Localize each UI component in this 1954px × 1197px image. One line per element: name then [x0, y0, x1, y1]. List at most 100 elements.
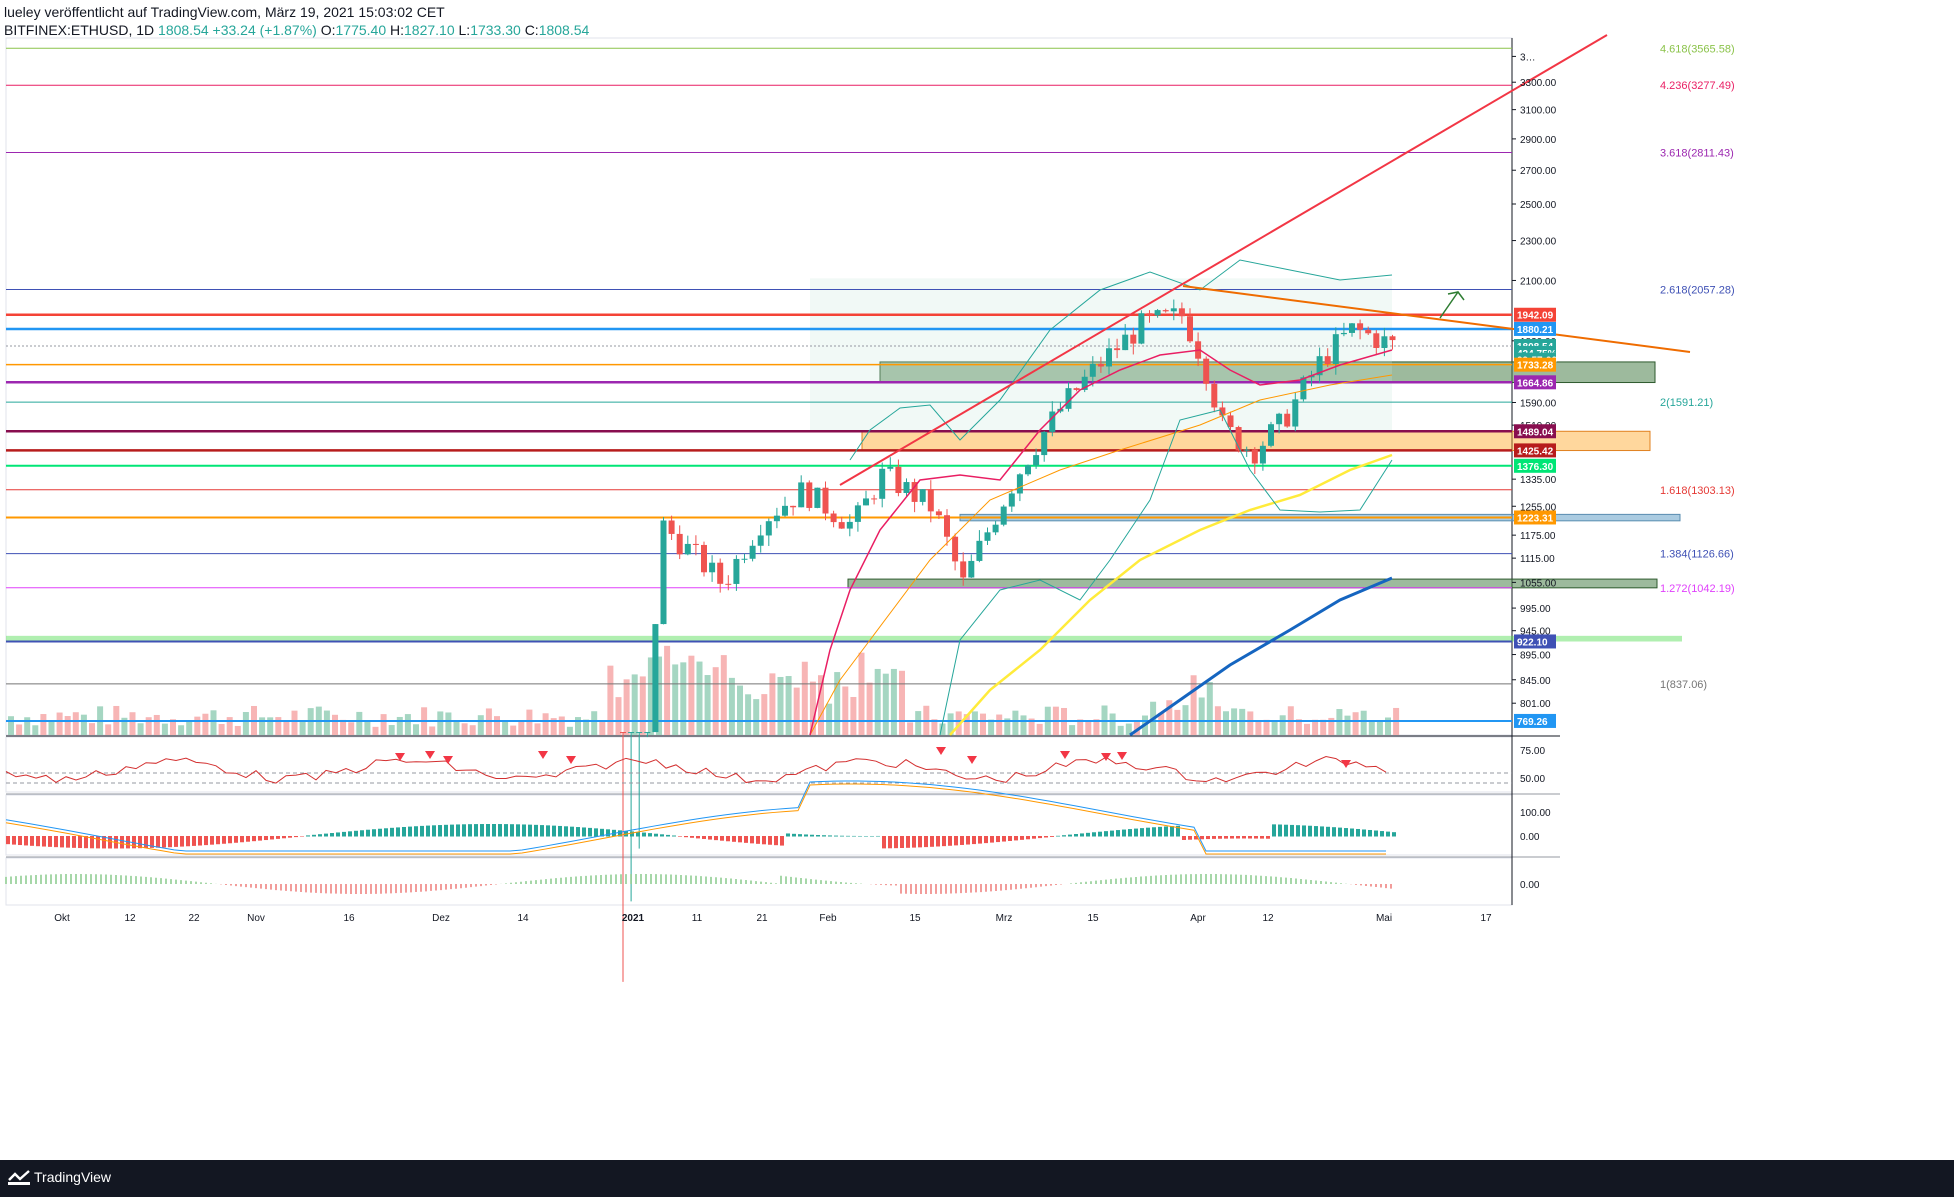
macd-histogram-bar: [24, 836, 28, 846]
volume-bar: [647, 657, 654, 735]
macd-histogram-bar: [1086, 832, 1090, 837]
x-tick-label: 16: [343, 913, 355, 924]
macd-histogram-bar: [1188, 836, 1192, 840]
candle-body: [701, 544, 707, 573]
y-tick-label: 3…: [1520, 52, 1536, 63]
y-tick-label: 801.00: [1520, 699, 1551, 710]
macd-histogram-bar: [264, 836, 268, 841]
macd-histogram-bar: [366, 829, 370, 837]
macd-histogram-bar: [576, 827, 580, 837]
candle-body: [652, 624, 659, 733]
macd-histogram-bar: [1248, 836, 1252, 839]
volume-bar: [971, 711, 978, 735]
macd-histogram-bar: [192, 836, 196, 846]
macd-histogram-bar: [402, 826, 406, 837]
candle-body: [1284, 413, 1291, 427]
volume-bar: [89, 723, 95, 735]
macd-histogram-bar: [936, 836, 940, 847]
volume-bar: [542, 713, 549, 735]
volume-bar: [453, 721, 460, 735]
macd-histogram-bar: [990, 836, 994, 843]
volume-bar: [728, 677, 735, 735]
macd-histogram-bar: [1176, 825, 1180, 837]
y-tick-label: 2100.00: [1520, 276, 1557, 287]
macd-histogram-bar: [1152, 827, 1156, 837]
candle-body: [1316, 356, 1323, 376]
volume-bar: [1069, 725, 1076, 735]
candle-body: [1381, 336, 1388, 348]
price-chart-svg[interactable]: 4.618(3565.58) 4.236(3277.49) 3.618(2811.4…: [0, 0, 1954, 1160]
macd-histogram-bar: [1104, 831, 1108, 837]
volume-bar: [413, 724, 419, 735]
candle-body: [1025, 465, 1031, 475]
candle-body: [733, 558, 740, 584]
candle-body: [1292, 399, 1299, 427]
candle-body: [620, 732, 626, 734]
macd-histogram-bar: [972, 836, 976, 845]
macd-histogram-bar: [660, 834, 664, 837]
macd-histogram-bar: [234, 836, 238, 843]
volume-bar: [939, 723, 946, 735]
rsi-signal-marker: [1060, 751, 1070, 759]
candle-body: [1187, 316, 1193, 342]
macd-histogram-bar: [1068, 834, 1072, 837]
volume-bar: [769, 673, 776, 735]
rsi-signal-marker: [1341, 760, 1351, 768]
symbol[interactable]: BITFINEX:ETHUSD, 1D: [4, 22, 155, 38]
volume-bar: [502, 720, 509, 735]
candle-body: [968, 560, 975, 578]
candle-body: [944, 515, 950, 537]
x-tick-label: 21: [756, 913, 768, 924]
volume-bar: [882, 673, 889, 735]
macd-histogram-bar: [1182, 836, 1186, 840]
macd-histogram-bar: [1392, 832, 1396, 837]
macd-histogram-bar: [1356, 828, 1360, 837]
volume-bar: [1206, 682, 1213, 735]
volume-bar: [558, 716, 565, 735]
macd-histogram-bar: [354, 830, 358, 837]
macd-histogram-bar: [1242, 836, 1246, 839]
macd-histogram-bar: [702, 836, 706, 839]
ema-orange: [809, 374, 1393, 736]
macd-histogram-bar: [210, 836, 214, 845]
macd-histogram-bar: [468, 824, 472, 837]
volume-bar: [1198, 697, 1205, 735]
macd-histogram-bar: [204, 836, 208, 846]
volume-bar: [688, 655, 695, 735]
volume-bar: [518, 721, 525, 735]
price-tag: [1514, 634, 1556, 649]
volume-bar: [1295, 719, 1302, 735]
volume-bar: [955, 711, 962, 735]
macd-histogram-bar: [984, 836, 988, 844]
macd-histogram-bar: [240, 836, 244, 843]
volume-bar: [348, 722, 355, 735]
volume-bar: [242, 712, 249, 735]
macd-histogram-bar: [714, 836, 718, 841]
x-tick-label: Apr: [1190, 913, 1206, 924]
volume-bar: [963, 714, 970, 735]
volume-bar: [1085, 721, 1092, 735]
x-tick-label: 17: [1480, 913, 1492, 924]
price-tag-label: 1425.42: [1517, 446, 1554, 457]
x-tick-label: Feb: [819, 913, 837, 924]
macd-histogram-bar: [18, 836, 22, 846]
macd-histogram-bar: [1128, 829, 1132, 837]
candle-body: [1340, 332, 1347, 335]
macd-histogram-bar: [1098, 831, 1102, 837]
macd-histogram-bar: [1194, 836, 1198, 840]
macd-histogram-bar: [1158, 826, 1162, 837]
macd-histogram-bar: [282, 836, 286, 839]
volume-bar: [494, 716, 500, 735]
macd-histogram-bar: [1230, 836, 1234, 839]
macd-histogram-bar: [690, 836, 694, 838]
macd-tick-label: 100.00: [1520, 808, 1551, 819]
macd-histogram-bar: [570, 826, 574, 837]
macd-histogram-bar: [1170, 826, 1174, 837]
macd-histogram-bar: [1038, 836, 1042, 839]
macd-histogram-bar: [396, 827, 400, 837]
macd-histogram-bar: [1146, 827, 1150, 837]
macd-histogram-bar: [390, 827, 394, 837]
volume-bar: [915, 711, 922, 735]
macd-histogram-bar: [822, 835, 826, 837]
